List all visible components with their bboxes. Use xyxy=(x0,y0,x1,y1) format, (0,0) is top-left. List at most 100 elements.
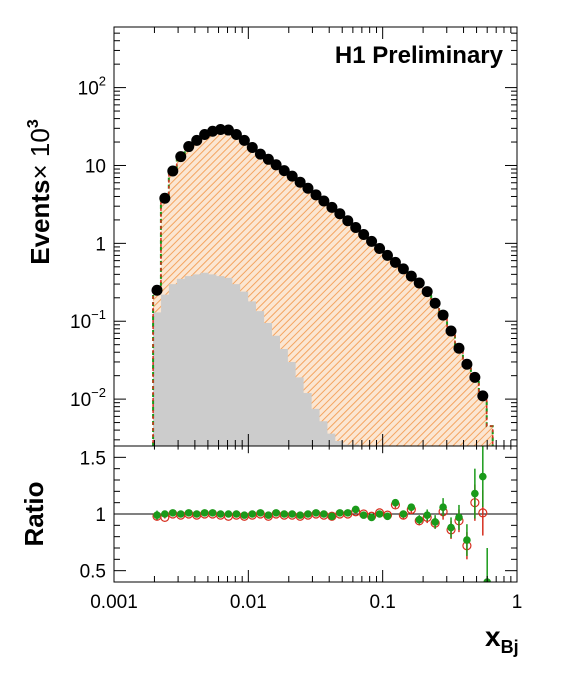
data-point xyxy=(381,249,393,261)
data-point xyxy=(310,189,322,201)
ratio-point-filled xyxy=(359,511,368,519)
data-point xyxy=(175,151,187,163)
ratio-point-filled xyxy=(240,511,249,519)
data-point xyxy=(230,128,242,140)
data-point xyxy=(397,263,409,275)
ratio-point-filled xyxy=(224,510,233,518)
ratio-point-filled xyxy=(200,509,209,517)
ratio-point-filled xyxy=(312,509,320,517)
background-histogram xyxy=(152,272,360,446)
ratio-point-filled xyxy=(256,509,265,517)
ratio-point-filled xyxy=(336,509,344,517)
ratio-point-filled xyxy=(320,510,328,518)
ratio-point-filled xyxy=(208,509,217,517)
ratio-point-filled xyxy=(463,536,471,544)
ratio-point-filled xyxy=(280,510,289,518)
data-point xyxy=(151,284,163,296)
lower-y-tick-label: 1 xyxy=(95,505,106,526)
lower-y-tick-label: 1.5 xyxy=(80,448,106,469)
xlabel-main: x xyxy=(485,621,501,652)
data-point xyxy=(437,309,449,321)
ratio-point-filled xyxy=(455,513,463,522)
ylabel-suffix: × 10 xyxy=(25,128,55,179)
ratio-point-filled xyxy=(264,511,273,519)
ratio-point-filled xyxy=(423,511,431,519)
annotation-label: H1 Preliminary xyxy=(335,42,504,69)
data-point xyxy=(374,242,386,254)
data-point xyxy=(350,221,362,233)
lower-y-axis-title: Ratio xyxy=(19,482,49,547)
data-point xyxy=(469,371,481,383)
data-point xyxy=(191,134,203,146)
ratio-point-filled xyxy=(153,511,161,519)
x-tick-label: 0.1 xyxy=(369,592,395,613)
ylabel-text: Events xyxy=(25,179,55,264)
ratio-point-filled xyxy=(184,509,193,517)
lower-y-tick-label: 0.5 xyxy=(80,562,106,583)
ratio-point-filled xyxy=(343,509,352,517)
x-tick-label: 0.01 xyxy=(230,592,267,613)
upper-y-tick-label: 102 xyxy=(78,74,106,100)
data-point xyxy=(262,153,274,165)
ratio-point-filled xyxy=(391,498,400,507)
ratio-point-filled xyxy=(431,518,439,526)
data-point xyxy=(461,358,473,370)
data-point xyxy=(302,182,314,194)
ratio-point-filled xyxy=(248,510,257,518)
ratio-point-filled xyxy=(288,510,296,518)
data-point xyxy=(429,297,441,309)
ratio-point-open xyxy=(478,508,488,518)
data-point xyxy=(366,235,378,247)
upper-y-tick-label: 10−1 xyxy=(70,307,106,333)
data-point xyxy=(389,256,401,268)
ratio-point-filled xyxy=(367,513,376,522)
ratio-point-filled xyxy=(192,510,201,518)
ratio-point-filled xyxy=(383,512,392,521)
ratio-point-filled xyxy=(161,510,169,518)
data-point xyxy=(294,176,306,188)
upper-y-tick-label: 10−2 xyxy=(70,385,106,411)
ratio-point-filled xyxy=(328,512,336,521)
data-point xyxy=(358,228,370,240)
upper-y-tick-label: 1 xyxy=(95,234,106,255)
data-point xyxy=(238,134,250,146)
data-point xyxy=(405,270,417,282)
ratio-point-filled xyxy=(447,523,455,532)
ratio-point-filled xyxy=(232,510,241,518)
ratio-point-filled xyxy=(471,489,479,498)
data-point xyxy=(254,148,266,160)
data-point xyxy=(215,123,227,135)
axes-layer: 10−2 10−1 1 10 102 0.5 1 1.5 0.001 0.01 0.1 1 xyxy=(70,26,523,613)
data-point xyxy=(413,277,425,289)
data-point xyxy=(318,195,330,207)
ratio-point-filled xyxy=(399,510,408,518)
data-point xyxy=(167,165,179,177)
x-tick-label: 1 xyxy=(512,592,523,613)
x-tick-label: 0.001 xyxy=(90,592,138,613)
ratio-point-filled xyxy=(439,503,447,512)
ratio-point-filled xyxy=(375,510,384,518)
data-point xyxy=(445,325,457,337)
data-point xyxy=(278,165,290,177)
data-point xyxy=(286,170,298,182)
ratio-point-filled xyxy=(176,510,185,518)
data-point xyxy=(477,390,489,402)
ratio-point-filled xyxy=(415,515,424,524)
ratio-point-filled xyxy=(304,510,312,518)
data-point xyxy=(453,342,465,354)
x-axis-title: xBj xyxy=(485,621,519,657)
data-point xyxy=(342,215,354,227)
data-point xyxy=(421,286,433,298)
ratio-point-filled xyxy=(169,509,177,517)
data-point xyxy=(159,192,171,204)
main-histogram xyxy=(151,123,494,446)
xlabel-sub: Bj xyxy=(501,637,519,657)
ratio-point-filled xyxy=(407,503,416,512)
ratio-point-filled xyxy=(351,505,360,514)
data-point xyxy=(246,142,258,154)
ratio-point-filled xyxy=(272,509,280,517)
ratio-panel xyxy=(114,446,517,582)
ylabel-exponent: 3 xyxy=(25,119,42,128)
upper-y-tick-label: 10 xyxy=(85,156,106,177)
